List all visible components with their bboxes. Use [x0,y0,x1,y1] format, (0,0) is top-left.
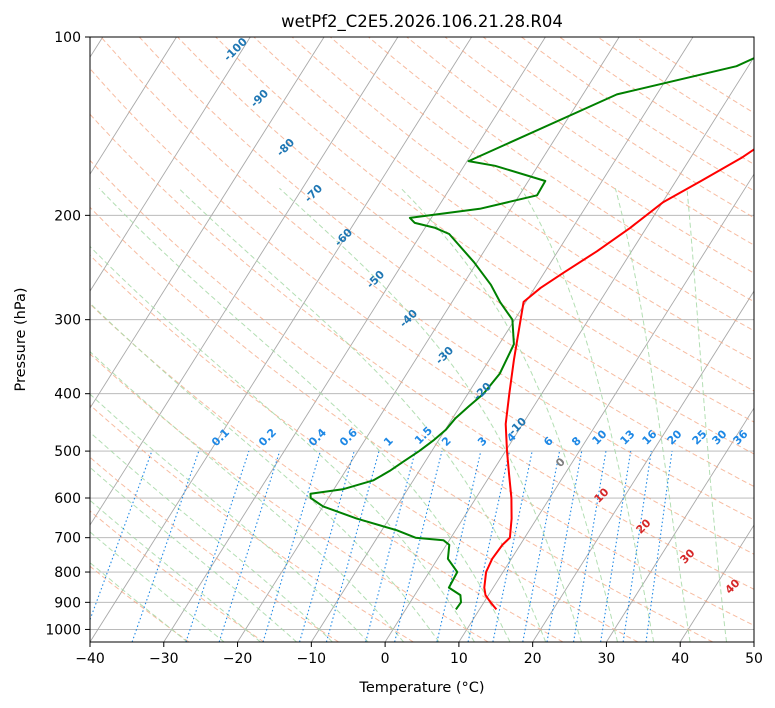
y-tick-label: 300 [54,313,81,329]
mixing-ratio-line [492,450,533,642]
isotherm [458,173,754,642]
moist-adiabats [90,187,727,642]
mixing-ratio-line [467,450,510,642]
mixing-ratio-line [299,450,355,642]
mixing-ratio-line [645,451,673,642]
mixing-ratio-line [365,450,416,642]
moist-adiabat [90,466,297,642]
dewpoint-line [309,57,754,610]
dry-adiabat [90,206,713,642]
x-tick-label: 20 [524,651,542,667]
isotherm [90,37,251,292]
moist-adiabat [90,393,369,642]
moist-adiabat [90,302,440,642]
profile-series [309,57,754,611]
y-tick-label: 400 [54,387,81,403]
y-tick-label: 600 [54,491,81,507]
dry-adiabat [90,67,754,555]
x-tick-label: −30 [149,651,179,667]
y-tick-label: 1000 [45,622,81,638]
x-tick-label: 40 [671,651,689,667]
moist-adiabat [90,531,225,642]
mixing-ratio-line [90,450,153,622]
mixing-ratio-line [622,451,652,642]
x-tick-label: 50 [745,651,763,667]
dry-adiabat [90,456,339,642]
dry-adiabat [138,37,754,488]
mixing-ratio-line [546,451,583,642]
dry-adiabat [90,113,754,590]
y-tick-label: 800 [54,565,81,581]
dry-adiabat [253,37,754,392]
x-tick-label: −40 [75,651,105,667]
temperature-line [483,148,754,611]
dry-adiabat [100,37,754,521]
mixing-ratio-line [572,451,607,642]
x-tick-label: −20 [223,651,253,667]
moist-adiabat [90,245,475,642]
plot-frame [89,36,755,643]
moist-adiabat [90,499,261,642]
x-axis-label: Temperature (°C) [358,680,484,696]
y-tick-label: 500 [54,444,81,460]
x-tick-label: 0 [381,651,390,667]
isotherm [237,37,620,642]
moist-adiabat [178,187,547,642]
dry-adiabat [291,37,754,362]
moist-adiabat [90,431,333,642]
isotherm [606,407,754,642]
mixing-ratio-line [325,450,380,642]
moist-adiabat [614,188,691,642]
dry-adiabat [329,37,754,332]
y-axis-ticks: 100 200 300 400 500 600 700 800 900 1000 [45,30,90,638]
y-axis-label: Pressure (hPa) [13,287,29,391]
isotherm [384,56,754,642]
isotherm [90,37,177,176]
dry-adiabat [90,254,639,642]
dry-adiabat [90,159,754,627]
dry-adiabat [90,353,489,642]
moist-adiabat [98,187,511,642]
isotherm [90,37,399,526]
x-tick-label: −10 [297,651,327,667]
isotherm [532,290,754,642]
mixing-ratio-lines [90,450,673,642]
dry-adiabats [90,37,754,642]
isotherm [90,37,325,409]
moist-adiabat [686,188,727,642]
plot-area: -100-90-80-70-60-50-40-30-20-10010203040… [90,37,754,642]
moist-adiabat [90,561,188,642]
mixing-ratio-line [185,450,250,642]
moist-adiabat [279,187,582,642]
isotherm [163,37,546,642]
isotherm [679,524,754,642]
x-tick-label: 10 [450,651,468,667]
y-tick-label: 100 [54,30,81,46]
y-tick-label: 200 [54,208,81,224]
mixing-ratio-line [600,451,632,642]
chart-title: wetPf2_C2E5.2026.106.21.28.R04 [281,12,563,32]
isotherms [90,37,754,642]
mixing-ratio-line [394,450,443,642]
dry-adiabat [90,510,265,642]
x-tick-label: 30 [598,651,616,667]
mixing-ratio-line [522,450,561,642]
mixing-ratio-line [262,450,321,642]
mixing-ratio-line [436,450,482,642]
moist-adiabat [520,187,655,642]
y-tick-label: 900 [54,595,81,611]
y-tick-label: 700 [54,531,81,547]
dry-adiabat [90,404,414,642]
moist-adiabat [90,351,404,642]
x-axis-ticks: −40 −30 −20 −10 0 10 20 30 40 50 [75,642,763,667]
mixing-ratio-line [218,450,281,642]
isotherm [90,37,473,642]
mixing-ratio-line [131,450,200,642]
